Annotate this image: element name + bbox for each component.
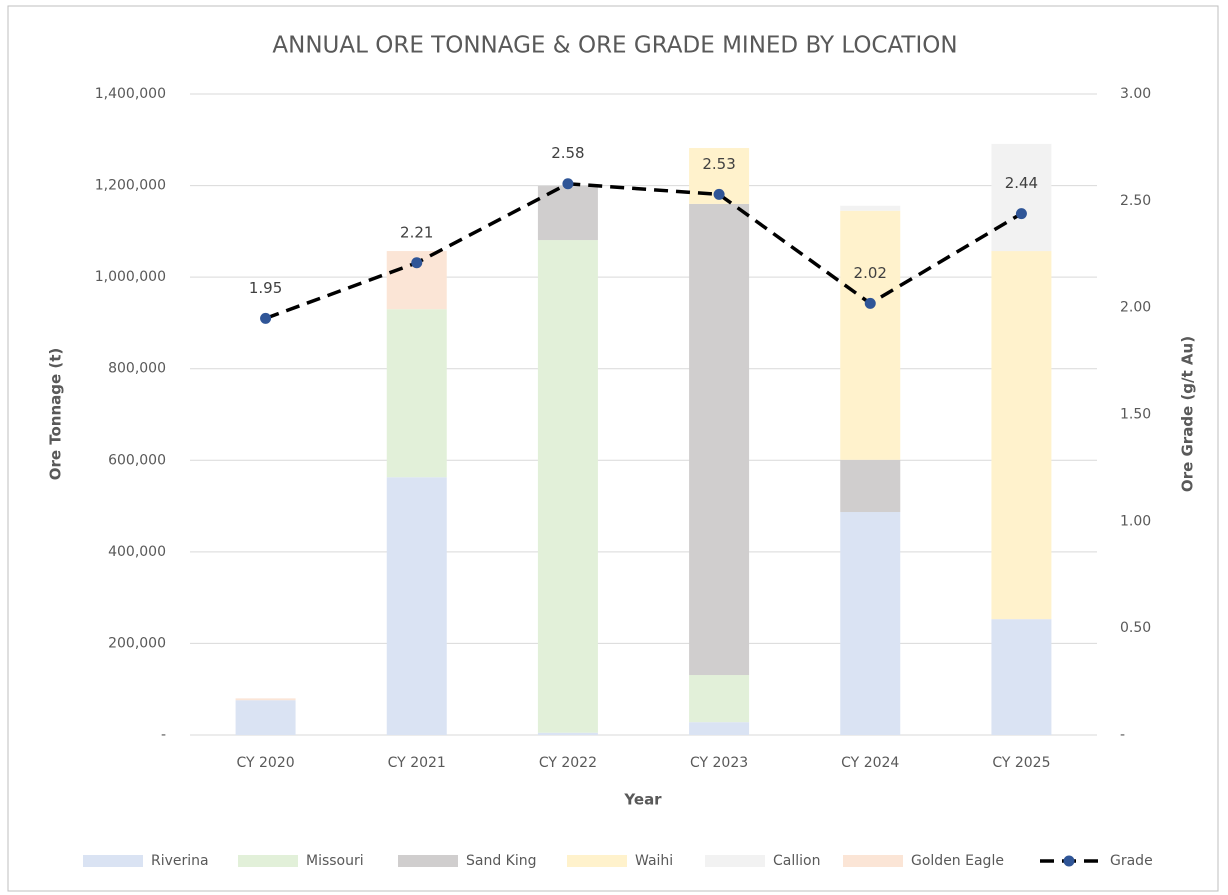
y2-tick-label: 2.00 — [1120, 300, 1151, 316]
data-label: 2.53 — [702, 155, 735, 173]
legend-label: Riverina — [151, 853, 209, 869]
x-axis-title: Year — [623, 791, 662, 809]
bar-segment — [991, 619, 1052, 735]
grade-marker — [1015, 208, 1027, 220]
grade-marker — [864, 297, 876, 309]
grade-marker — [411, 257, 423, 269]
y-tick-label: 1,000,000 — [95, 269, 166, 285]
bar-segment — [386, 477, 447, 735]
y-tick-label: 800,000 — [108, 361, 166, 377]
y2-tick-label: - — [1120, 727, 1125, 743]
legend-swatch — [398, 855, 458, 867]
legend-label: Callion — [773, 853, 820, 869]
legend-label: Sand King — [466, 853, 537, 869]
y-tick-label: 400,000 — [108, 544, 166, 560]
bar-segment — [840, 205, 901, 211]
bar-segment — [689, 722, 750, 735]
y-axis-title: Ore Tonnage (t) — [47, 348, 65, 481]
y-tick-label: - — [161, 727, 166, 743]
bar-segment — [386, 309, 447, 478]
data-label: 2.58 — [551, 144, 584, 162]
y2-tick-label: 1.00 — [1120, 513, 1151, 529]
y2-tick-label: 1.50 — [1120, 407, 1151, 423]
data-label: 2.02 — [854, 264, 887, 282]
y-tick-label: 600,000 — [108, 452, 166, 468]
grade-line — [264, 181, 1023, 320]
chart-title: ANNUAL ORE TONNAGE & ORE GRADE MINED BY … — [272, 33, 957, 59]
bar-segment — [840, 459, 901, 513]
y2-tick-label: 3.00 — [1120, 86, 1151, 102]
legend-label: Waihi — [635, 853, 673, 869]
legend-label: Missouri — [306, 853, 364, 869]
bar-segment — [840, 210, 901, 460]
x-tick-label: CY 2025 — [992, 755, 1050, 771]
data-label: 2.44 — [1005, 174, 1038, 192]
x-tick-label: CY 2024 — [841, 755, 899, 771]
bar-segment — [235, 698, 296, 701]
x-tick-label: CY 2020 — [236, 755, 294, 771]
legend-label: Golden Eagle — [911, 853, 1004, 869]
bar-segment — [991, 143, 1052, 252]
y2-tick-label: 2.50 — [1120, 193, 1151, 209]
legend-swatch — [705, 855, 765, 867]
bar-segment — [689, 675, 750, 723]
bar-segment — [537, 240, 598, 733]
legend-swatch — [843, 855, 903, 867]
x-tick-label: CY 2022 — [539, 755, 597, 771]
legend-marker — [1063, 855, 1075, 867]
legend-label: Grade — [1110, 853, 1153, 869]
y2-tick-label: 0.50 — [1120, 620, 1151, 636]
x-tick-label: CY 2021 — [388, 755, 446, 771]
data-label: 1.95 — [249, 279, 282, 297]
y-tick-label: 1,200,000 — [95, 178, 166, 194]
legend-swatch — [83, 855, 143, 867]
bar-segment — [537, 732, 598, 735]
data-label: 2.21 — [400, 223, 433, 241]
y-tick-label: 1,400,000 — [95, 86, 166, 102]
y-tick-label: 200,000 — [108, 635, 166, 651]
bar-segment — [235, 700, 296, 735]
bar-segment — [840, 512, 901, 735]
legend-swatch — [567, 855, 627, 867]
y2-axis-title: Ore Grade (g/t Au) — [1179, 336, 1197, 492]
x-tick-label: CY 2023 — [690, 755, 748, 771]
legend-swatch — [238, 855, 298, 867]
grade-marker — [260, 312, 272, 324]
grade-marker — [562, 178, 574, 190]
bar-segment — [991, 251, 1052, 620]
grade-marker — [713, 188, 725, 200]
bar-segment — [689, 203, 750, 676]
